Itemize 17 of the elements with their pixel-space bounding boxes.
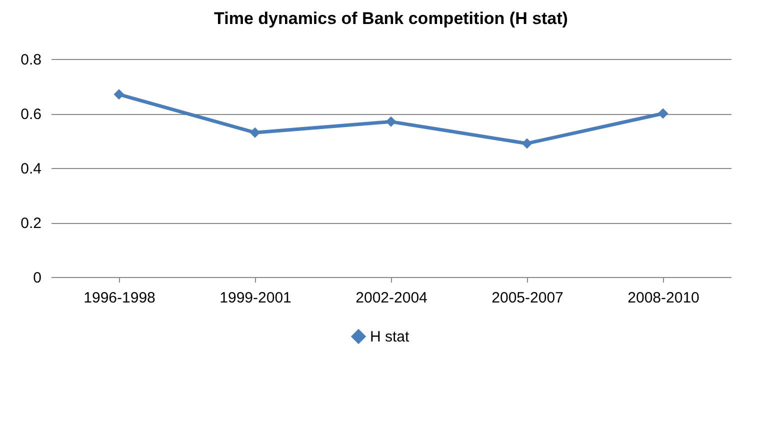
x-tick-label: 2002-2004 [356, 290, 428, 306]
x-tick-label: 2008-2010 [628, 290, 700, 306]
point [386, 116, 396, 127]
chart-title: Time dynamics of Bank competition (H stat) [214, 9, 568, 28]
legend-label: H stat [370, 328, 410, 346]
x-tick-label: 1996-1998 [84, 290, 156, 306]
point [522, 138, 532, 149]
y-tick-label: 0.4 [20, 160, 42, 178]
x-tick-label: 2005-2007 [492, 290, 564, 306]
y-tick-label: 0 [33, 270, 42, 286]
point [250, 127, 260, 138]
x-tick-label: 1999-2001 [220, 290, 292, 306]
y-tick-label: 0.6 [20, 106, 42, 123]
point [114, 89, 124, 100]
point [658, 108, 668, 119]
y-tick-label: 0.2 [20, 215, 42, 232]
y-tick-label: 0.8 [20, 52, 42, 68]
